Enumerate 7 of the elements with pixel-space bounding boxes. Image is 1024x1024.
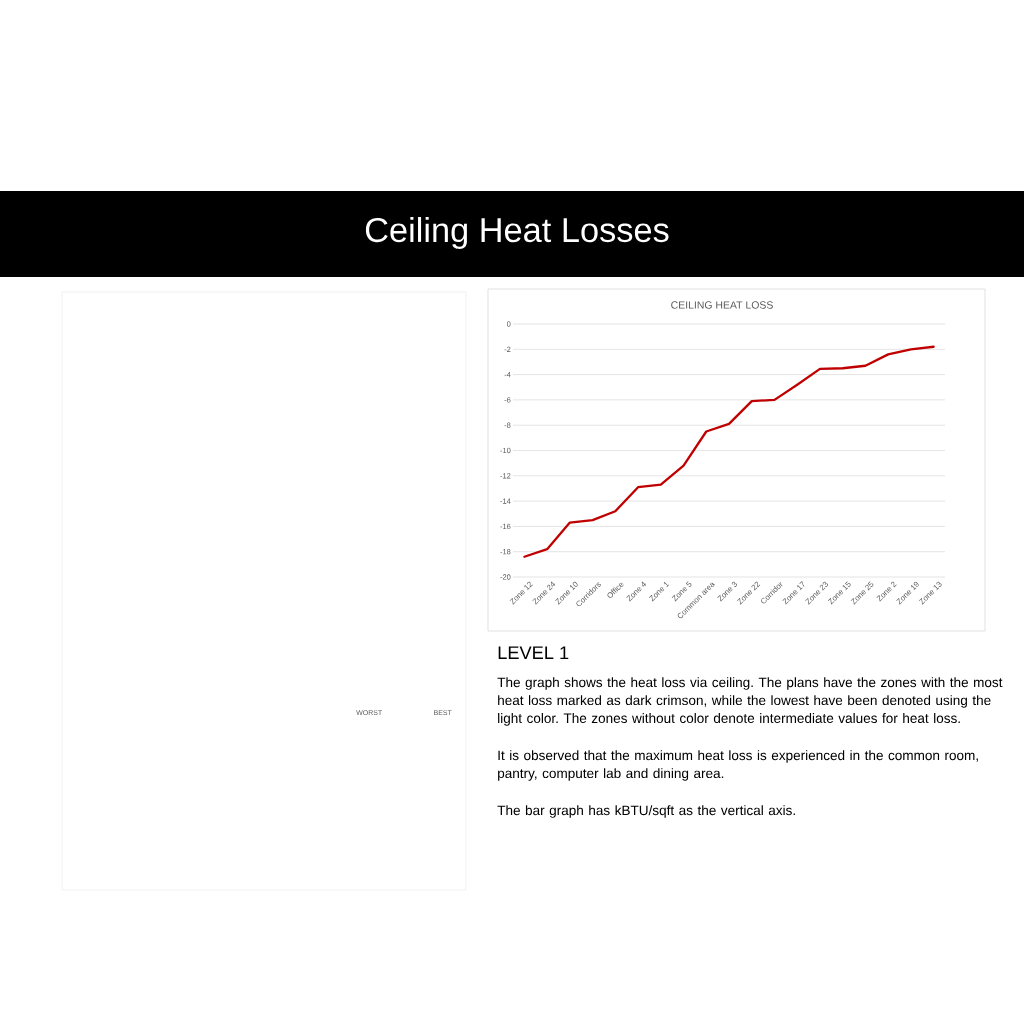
text: The graph shows the heat loss via ceiling. The plans have the zones with the most heat loss marked as dark crimson, while the lowest have been denoted using the light color. The zones without color denote intermediate values for heat loss. <box>497 677 1003 726</box>
chart-subtitle: CEILING HEAT LOSS <box>671 301 773 309</box>
line-series <box>523 345 935 558</box>
text: LEVEL 1 <box>498 646 569 659</box>
chart-title: Ceiling Heat Losses <box>365 216 669 250</box>
text: It is observed that the maximum heat loss is experienced in the common room, pantry, computer lab and dining area. <box>498 750 978 781</box>
text: The bar graph has kBTU/sqft as the vertical axis. <box>497 805 795 818</box>
